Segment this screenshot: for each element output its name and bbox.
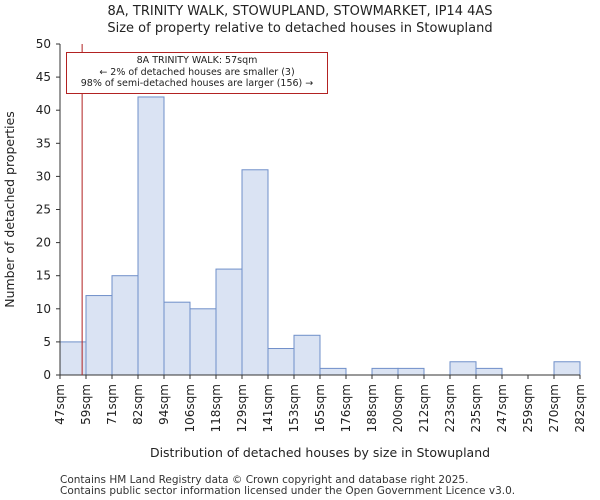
x-tick-label-129sqm: 129sqm: [235, 384, 249, 432]
annotation-line3: 98% of semi-detached houses are larger (…: [80, 78, 314, 89]
y-tick-label-25: 25: [36, 203, 51, 217]
bar-82sqm: [137, 96, 165, 376]
x-tick-label-282sqm: 282sqm: [573, 384, 587, 432]
x-tick-label-82sqm: 82sqm: [131, 384, 145, 425]
y-tick-label-45: 45: [36, 70, 51, 84]
y-tick-label-20: 20: [36, 236, 51, 250]
x-tick-label-188sqm: 188sqm: [365, 384, 379, 432]
bar-129sqm: [241, 169, 269, 376]
x-tick-label-118sqm: 118sqm: [209, 384, 223, 432]
footer-line2: Contains public sector information licen…: [60, 485, 516, 497]
bar-188sqm: [371, 367, 399, 376]
annotation-box: 8A TRINITY WALK: 57sqm ← 2% of detached …: [66, 52, 328, 94]
x-tick-label-94sqm: 94sqm: [157, 384, 171, 425]
x-tick-label-141sqm: 141sqm: [261, 384, 275, 432]
bar-200sqm: [397, 367, 425, 376]
bar-153sqm: [293, 334, 321, 376]
x-tick-label-47sqm: 47sqm: [53, 384, 67, 425]
y-tick-label-40: 40: [36, 103, 51, 117]
bar-106sqm: [189, 308, 217, 376]
y-tick-label-15: 15: [36, 269, 51, 283]
annotation-line2: ← 2% of detached houses are smaller (3): [99, 66, 295, 78]
x-tick-label-71sqm: 71sqm: [105, 384, 119, 425]
bar-235sqm: [475, 367, 503, 376]
chart-title-line2: Size of property relative to detached ho…: [107, 21, 493, 36]
bar-141sqm: [267, 348, 295, 376]
bar-223sqm: [449, 361, 477, 376]
x-tick-label-212sqm: 212sqm: [417, 384, 431, 432]
annotation-line1: 8A TRINITY WALK: 57sqm: [136, 55, 258, 66]
bar-270sqm: [553, 361, 581, 376]
x-tick-label-165sqm: 165sqm: [313, 384, 327, 432]
x-tick-label-176sqm: 176sqm: [339, 384, 353, 432]
bar-94sqm: [163, 301, 191, 376]
chart-title-line1: 8A, TRINITY WALK, STOWUPLAND, STOWMARKET…: [107, 4, 493, 19]
x-tick-label-59sqm: 59sqm: [79, 384, 93, 425]
y-tick-label-5: 5: [43, 335, 51, 349]
y-axis-label: Number of detached properties: [2, 111, 17, 308]
y-tick-label-30: 30: [36, 169, 51, 183]
x-tick-label-247sqm: 247sqm: [495, 384, 509, 432]
x-tick-label-200sqm: 200sqm: [391, 384, 405, 432]
y-tick-label-10: 10: [36, 302, 51, 316]
bar-59sqm: [85, 295, 113, 376]
x-tick-label-106sqm: 106sqm: [183, 384, 197, 432]
bar-165sqm: [319, 367, 347, 376]
y-tick-label-50: 50: [36, 37, 51, 51]
bar-118sqm: [215, 268, 243, 376]
x-tick-label-153sqm: 153sqm: [287, 384, 301, 432]
x-tick-label-223sqm: 223sqm: [443, 384, 457, 432]
x-tick-label-235sqm: 235sqm: [469, 384, 483, 432]
x-axis-label: Distribution of detached houses by size …: [150, 445, 490, 460]
bar-71sqm: [111, 275, 139, 376]
x-tick-label-270sqm: 270sqm: [547, 384, 561, 432]
y-tick-label-35: 35: [36, 136, 51, 150]
footer-line1: Contains HM Land Registry data © Crown c…: [60, 474, 469, 486]
x-tick-label-259sqm: 259sqm: [521, 384, 535, 432]
y-tick-label-0: 0: [43, 368, 51, 382]
